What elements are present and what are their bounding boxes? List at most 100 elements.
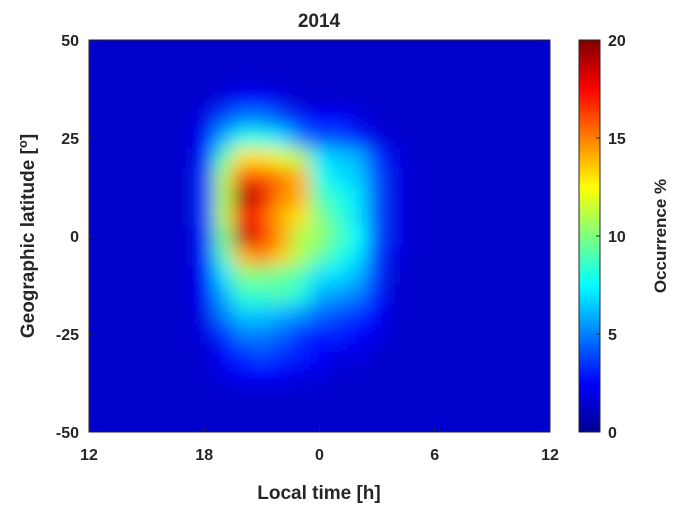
heatmap-cell — [98, 265, 119, 286]
heatmap-cell — [405, 206, 426, 227]
heatmap-cell — [175, 383, 196, 404]
y-axis-ticks: 50 25 0 -25 -50 — [56, 33, 94, 442]
heatmap-cell — [367, 285, 388, 306]
heatmap-cell — [405, 187, 426, 208]
heatmap-cell — [271, 304, 292, 325]
heatmap-cell — [117, 324, 138, 345]
heatmap-cell — [175, 69, 196, 90]
heatmap-cell — [386, 49, 407, 70]
heatmap-cell — [252, 108, 272, 129]
heatmap-cell — [329, 167, 349, 188]
heatmap-cell — [367, 402, 388, 423]
heatmap-cell — [137, 265, 157, 286]
heatmap-cell — [194, 49, 215, 70]
heatmap-cell — [89, 108, 100, 129]
heatmap-cell — [309, 187, 330, 208]
heatmap-cell — [233, 147, 253, 168]
heatmap-cell — [501, 363, 522, 384]
heatmap-cell — [501, 147, 522, 168]
heatmap-cell — [463, 363, 484, 384]
heatmap-cell — [482, 147, 503, 168]
heatmap-cell — [540, 40, 550, 51]
heatmap-cell — [89, 206, 100, 227]
heatmap-cell — [386, 128, 407, 149]
heatmap-cell — [290, 402, 311, 423]
heatmap-cell — [444, 304, 465, 325]
heatmap-cell — [405, 304, 426, 325]
heatmap-cell — [444, 265, 465, 286]
heatmap-cell — [98, 69, 119, 90]
heatmap-cell — [213, 324, 234, 345]
heatmap-cell — [463, 402, 484, 423]
heatmap-cell — [482, 402, 503, 423]
heatmap-cell — [501, 89, 522, 110]
heatmap-cell — [501, 167, 522, 188]
heatmap-cell — [367, 265, 388, 286]
heatmap-cell — [348, 383, 369, 404]
heatmap-cell — [213, 89, 234, 110]
heatmap-cell — [233, 128, 253, 149]
heatmap-cell — [156, 226, 176, 247]
heatmap-cell — [463, 285, 484, 306]
heatmap-cell — [309, 69, 330, 90]
heatmap-cell — [194, 147, 215, 168]
heatmap-cell — [540, 402, 550, 423]
x-tick-label: 18 — [195, 447, 213, 464]
heatmap-cell — [386, 402, 407, 423]
heatmap-cell — [290, 69, 311, 90]
heatmap-cell — [425, 304, 445, 325]
heatmap-cell — [482, 343, 503, 364]
heatmap-cell — [329, 40, 349, 51]
heatmap-cell — [386, 108, 407, 129]
heatmap-cell — [156, 285, 176, 306]
heatmap-cell — [309, 265, 330, 286]
heatmap-cell — [501, 402, 522, 423]
heatmap-cell — [386, 69, 407, 90]
heatmap-cell — [348, 206, 369, 227]
heatmap-cell — [175, 89, 196, 110]
heatmap-cell — [194, 265, 215, 286]
heatmap-cell — [213, 187, 234, 208]
x-axis-ticks: 12 18 0 6 12 — [80, 427, 559, 464]
heatmap-cell — [213, 383, 234, 404]
heatmap-cell — [540, 245, 550, 266]
heatmap-cell — [117, 285, 138, 306]
heatmap-cell — [117, 128, 138, 149]
heatmap-cell — [233, 40, 253, 51]
heatmap-cell — [117, 383, 138, 404]
heatmap-cell — [271, 89, 292, 110]
heatmap-cell — [463, 245, 484, 266]
heatmap-cell — [89, 422, 100, 432]
heatmap-cell — [233, 383, 253, 404]
heatmap-cell — [137, 187, 157, 208]
heatmap-cell — [501, 343, 522, 364]
heatmap-cell — [89, 245, 100, 266]
heatmap-cell — [425, 89, 445, 110]
heatmap-cell — [405, 245, 426, 266]
colorbar-tick-label: 0 — [608, 425, 617, 442]
heatmap-cell — [290, 226, 311, 247]
colorbar-tick-label: 15 — [608, 131, 626, 148]
heatmap-cell — [194, 128, 215, 149]
heatmap-cell — [137, 285, 157, 306]
heatmap-cell — [98, 363, 119, 384]
heatmap-cell — [252, 383, 272, 404]
heatmap-cell — [98, 383, 119, 404]
heatmap-cell — [463, 226, 484, 247]
heatmap-cell — [137, 69, 157, 90]
heatmap-cell — [175, 167, 196, 188]
heatmap-cell — [175, 206, 196, 227]
heatmap-cell — [386, 40, 407, 51]
heatmap-cell — [482, 285, 503, 306]
heatmap-cell — [175, 187, 196, 208]
heatmap-cell — [194, 206, 215, 227]
heatmap-cell — [233, 324, 253, 345]
heatmap-cell — [329, 422, 349, 432]
heatmap-cell — [213, 245, 234, 266]
heatmap-cell — [309, 343, 330, 364]
heatmap-cell — [329, 147, 349, 168]
heatmap-cell — [425, 343, 445, 364]
heatmap-cell — [194, 324, 215, 345]
heatmap-cell — [348, 147, 369, 168]
heatmap-cell — [463, 128, 484, 149]
